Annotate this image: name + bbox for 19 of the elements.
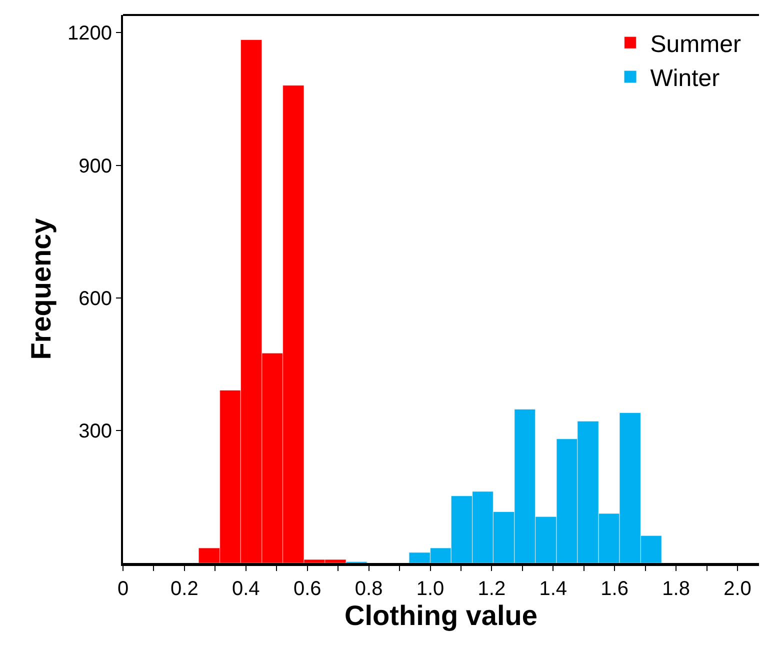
x-tick-label: 1.2 — [478, 578, 506, 600]
x-tick-label: 0.2 — [170, 578, 198, 600]
y-tick-label: 1200 — [68, 22, 112, 45]
x-axis-title: Clothing value — [344, 600, 538, 631]
y-axis-title: Frequency — [26, 218, 57, 360]
x-tick-label: 1.0 — [416, 578, 444, 600]
x-tick-label: 0.8 — [354, 578, 383, 600]
x-tick-label: 0.4 — [232, 578, 260, 600]
x-tick-label: 1.6 — [600, 578, 628, 600]
y-tick-label: 900 — [78, 155, 112, 178]
x-tick-label: 1.4 — [539, 578, 568, 600]
x-tick-label: 1.8 — [662, 578, 690, 600]
legend-label: Winter — [650, 65, 720, 92]
x-tick-label: 0 — [117, 578, 129, 600]
legend-label: Summer — [650, 30, 741, 58]
y-tick-label: 600 — [78, 288, 112, 310]
x-tick-label: 0.6 — [293, 578, 322, 600]
x-tick-label: 2.0 — [724, 578, 752, 600]
y-tick-label: 300 — [78, 420, 112, 442]
